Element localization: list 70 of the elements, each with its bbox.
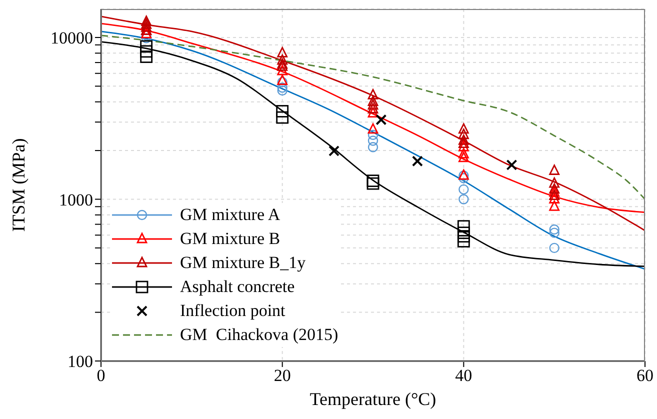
point — [457, 220, 470, 233]
point — [368, 107, 378, 118]
point — [368, 142, 378, 152]
point — [549, 224, 560, 235]
point — [277, 54, 288, 65]
point — [457, 226, 470, 240]
point — [457, 235, 470, 248]
legend-label: GM Cihackova (2015) — [180, 325, 338, 345]
point — [368, 88, 378, 100]
point — [277, 46, 288, 58]
point — [368, 103, 378, 114]
x-tick-label: 0 — [96, 366, 106, 386]
point — [549, 177, 560, 188]
point — [549, 228, 560, 238]
legend-label: Inflection point — [180, 301, 286, 321]
point — [140, 45, 153, 58]
point — [368, 130, 378, 140]
point — [276, 111, 289, 124]
point — [141, 16, 152, 26]
point — [458, 194, 469, 204]
legend-label: GM mixture B — [180, 229, 280, 249]
point — [277, 85, 288, 96]
y-tick-label: 1000 — [59, 190, 93, 210]
legend-label: GM mixture B_1y — [180, 253, 306, 273]
point — [141, 18, 152, 29]
y-tick-label: 10000 — [50, 28, 93, 48]
point — [141, 21, 152, 32]
y-tick-label: 100 — [68, 352, 93, 372]
point — [277, 64, 288, 76]
point — [549, 242, 560, 254]
point — [457, 230, 470, 243]
point — [277, 74, 288, 85]
point — [458, 134, 469, 145]
point — [506, 159, 518, 170]
point — [549, 193, 560, 204]
point — [458, 152, 469, 162]
point — [366, 177, 380, 190]
point — [458, 148, 469, 158]
legend-label: Asphalt concrete — [180, 277, 295, 297]
point — [277, 82, 288, 93]
point — [458, 128, 469, 140]
legend-label: GM mixture A — [180, 205, 280, 225]
point — [328, 145, 340, 156]
point — [458, 140, 469, 152]
point — [141, 28, 152, 38]
point — [458, 138, 469, 148]
point — [458, 123, 469, 134]
point — [277, 76, 288, 88]
point — [376, 114, 387, 126]
point — [140, 50, 153, 63]
point — [458, 184, 469, 195]
x-tick-label: 40 — [455, 366, 472, 386]
x-tick-label: 20 — [274, 366, 291, 386]
point — [549, 200, 560, 211]
point — [276, 105, 289, 118]
point — [412, 156, 423, 167]
x-tick-label: 60 — [636, 366, 654, 386]
point — [549, 183, 560, 194]
point — [368, 99, 378, 110]
x-axis-title: Temperature (°C) — [310, 389, 436, 409]
point — [549, 190, 560, 200]
point — [368, 96, 378, 106]
y-axis-title: ITSM (MPa) — [8, 138, 28, 232]
point — [368, 123, 378, 134]
point — [549, 186, 560, 197]
point — [140, 40, 153, 53]
point — [458, 173, 469, 184]
point — [549, 164, 560, 175]
point — [366, 174, 380, 188]
point — [368, 136, 378, 146]
